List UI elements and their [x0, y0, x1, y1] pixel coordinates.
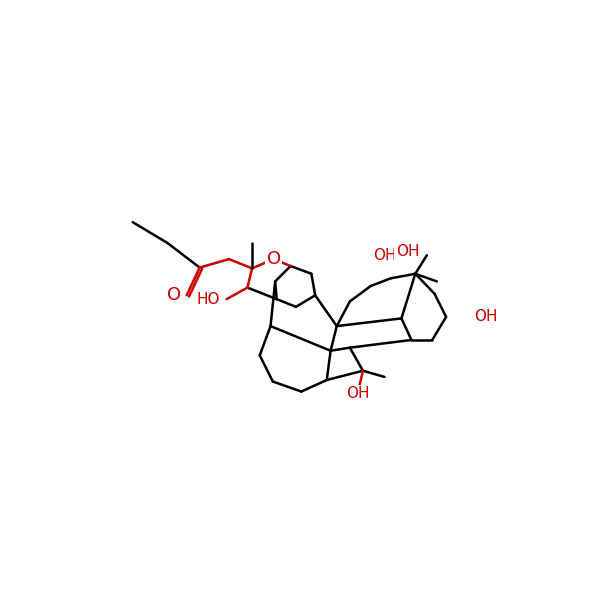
Text: OH: OH	[346, 386, 370, 401]
Text: HO: HO	[197, 292, 220, 307]
Text: OH: OH	[396, 244, 419, 259]
Text: O: O	[266, 250, 281, 268]
Text: O: O	[167, 286, 181, 304]
Text: OH: OH	[474, 310, 497, 325]
Text: OH: OH	[373, 248, 396, 263]
